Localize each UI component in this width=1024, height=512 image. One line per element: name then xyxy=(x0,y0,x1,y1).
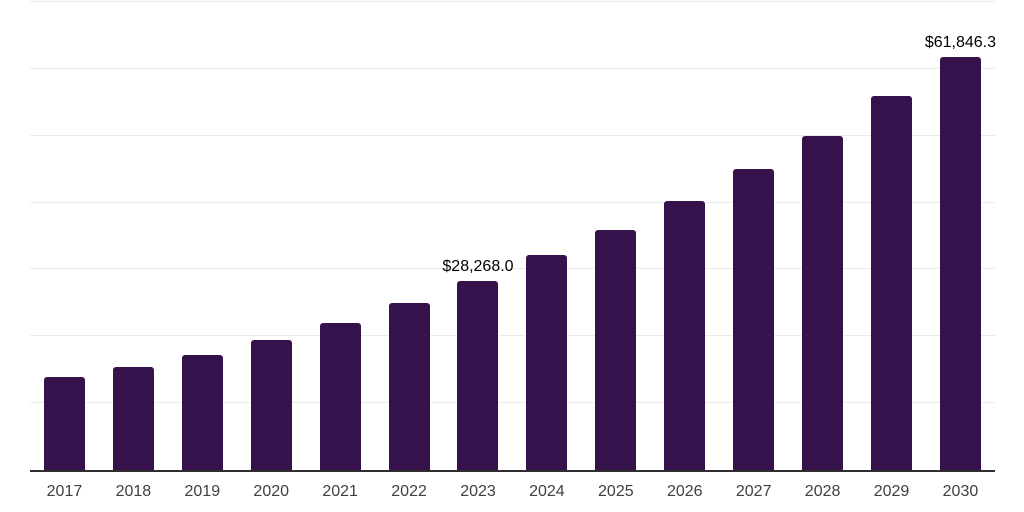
bar-slot xyxy=(788,2,857,470)
bars-row: $28,268.0 $61,846.3 xyxy=(30,2,997,470)
x-tick-label: 2030 xyxy=(942,483,979,500)
x-tick-label: 2017 xyxy=(46,483,83,500)
plot-area: $28,268.0 $61,846.3 xyxy=(30,1,997,472)
gridline xyxy=(30,134,995,136)
bar-slot xyxy=(99,2,168,470)
x-tick-label: 2024 xyxy=(529,483,565,500)
bar-2025 xyxy=(595,229,637,470)
bar-slot xyxy=(857,2,926,470)
bar-slot xyxy=(237,2,306,470)
bar-2018 xyxy=(112,366,154,470)
gridline xyxy=(30,402,995,404)
x-axis-line xyxy=(30,470,995,472)
gridline xyxy=(30,201,995,203)
bar-2027 xyxy=(733,169,775,470)
bar-2021 xyxy=(319,322,361,470)
x-tick-label: 2021 xyxy=(322,483,358,500)
x-tick-label: 2018 xyxy=(115,483,152,500)
gridline xyxy=(30,1,995,2)
bar-slot xyxy=(168,2,237,470)
bar-slot xyxy=(512,2,581,470)
bar-2019 xyxy=(181,355,223,470)
gridline xyxy=(30,268,995,270)
x-axis-labels: 2017 2018 2019 2020 2021 2022 2023 2024 2025 2026… xyxy=(30,482,995,502)
bar-2030 xyxy=(939,56,981,470)
bar-slot xyxy=(306,2,375,470)
gridline xyxy=(30,67,995,69)
bar-slot xyxy=(650,2,719,470)
bar-2026 xyxy=(664,201,706,470)
x-tick-label: 2026 xyxy=(666,483,703,500)
x-tick-label: 2028 xyxy=(804,483,841,500)
x-tick-label: 2023 xyxy=(460,483,496,500)
bar-value-label: $61,846.3 xyxy=(924,33,997,51)
bar-slot xyxy=(30,2,99,470)
bar-slot: $28,268.0 xyxy=(442,2,514,470)
bar-2020 xyxy=(250,339,292,470)
bar-2017 xyxy=(43,376,85,470)
x-tick-label: 2025 xyxy=(598,483,634,500)
bar-slot xyxy=(581,2,650,470)
x-tick-label: 2027 xyxy=(735,483,772,500)
x-tick-label: 2019 xyxy=(184,483,221,500)
x-tick-label: 2022 xyxy=(391,483,427,500)
bar-2024 xyxy=(526,255,568,470)
bar-slot xyxy=(375,2,444,470)
gridline xyxy=(30,335,995,337)
bar-slot: $61,846.3 xyxy=(924,2,997,470)
bar-2029 xyxy=(871,96,913,470)
x-tick-label: 2029 xyxy=(873,483,910,500)
bar-2023 xyxy=(457,281,499,470)
bar-2028 xyxy=(802,136,844,470)
bar-slot xyxy=(719,2,788,470)
x-tick-label: 2020 xyxy=(253,483,290,500)
bar-2022 xyxy=(388,302,430,470)
bar-value-label: $28,268.0 xyxy=(442,258,514,276)
